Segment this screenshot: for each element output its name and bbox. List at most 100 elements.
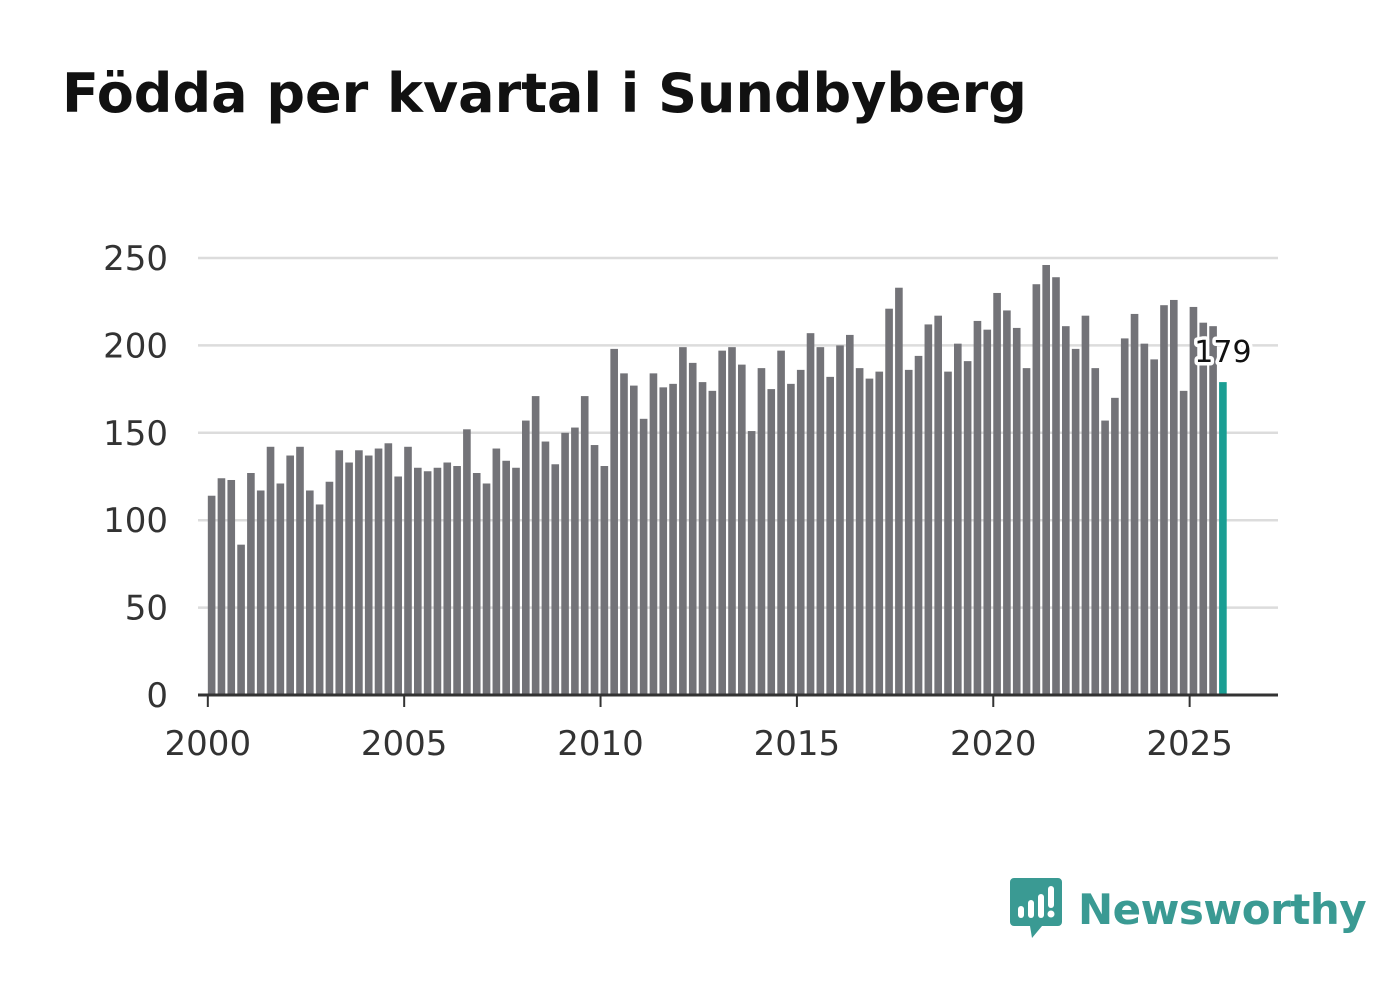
bar — [885, 308, 893, 695]
bar — [649, 373, 658, 695]
bar — [679, 347, 687, 695]
bar — [1120, 338, 1129, 695]
bar — [492, 448, 501, 695]
y-tick-label-0: 0 — [146, 676, 168, 716]
bar — [836, 345, 844, 695]
bar — [934, 315, 942, 695]
bar — [983, 329, 992, 695]
bar — [806, 333, 815, 695]
bar — [1179, 390, 1188, 695]
bar — [522, 420, 530, 695]
bar — [227, 479, 236, 695]
bars — [207, 264, 1227, 695]
bar — [423, 471, 432, 695]
y-tick-label-100: 100 — [103, 501, 168, 541]
bar — [816, 347, 825, 695]
bar — [1042, 264, 1050, 695]
bar — [1101, 420, 1109, 695]
bar — [620, 373, 628, 695]
bar — [561, 432, 569, 695]
bar — [846, 334, 854, 695]
bar — [865, 378, 874, 695]
bar — [531, 396, 540, 695]
bar — [355, 450, 363, 695]
bar — [718, 350, 726, 695]
bar — [875, 371, 884, 695]
bar — [374, 448, 383, 695]
bar — [1032, 284, 1041, 695]
y-tick-label-200: 200 — [103, 326, 168, 366]
bar — [1189, 306, 1198, 695]
bar — [738, 364, 746, 695]
bar — [512, 467, 520, 695]
bar — [1140, 343, 1149, 695]
bar — [639, 418, 648, 695]
labels: 0 50 100 150 200 250 2000 2005 2010 2015 2020 2025 1… — [103, 239, 1255, 764]
bar — [315, 504, 324, 695]
bar — [1150, 359, 1158, 695]
chart-title: Födda per kvartal i Sundbyberg — [62, 62, 1027, 125]
bar — [384, 443, 393, 695]
bar — [217, 478, 226, 695]
bar — [551, 464, 560, 695]
y-tick-label-250: 250 — [103, 239, 168, 279]
x-tick-label-2015: 2015 — [754, 724, 841, 764]
bar — [414, 467, 422, 695]
bar — [325, 481, 334, 695]
x-tick-label-2010: 2010 — [557, 724, 644, 764]
bar — [924, 324, 933, 695]
bar — [1199, 322, 1208, 695]
bar — [1003, 310, 1011, 695]
bar — [895, 287, 903, 695]
bar — [1012, 327, 1021, 695]
bar — [757, 368, 766, 695]
bar — [826, 376, 834, 695]
bar — [207, 495, 216, 695]
bar — [256, 490, 265, 695]
bar — [904, 369, 913, 695]
bar — [747, 431, 756, 695]
bar — [472, 473, 481, 695]
axes — [198, 693, 1278, 707]
bar — [1081, 315, 1090, 695]
bar — [306, 490, 314, 695]
bar — [345, 462, 353, 695]
bar — [688, 362, 697, 695]
bar — [286, 455, 294, 695]
bar — [708, 390, 717, 695]
bar — [580, 396, 589, 695]
bar — [433, 467, 442, 695]
bar — [463, 429, 471, 695]
bar — [963, 361, 972, 695]
bar — [541, 441, 550, 695]
bar — [993, 292, 1001, 695]
bar — [502, 460, 510, 695]
bar — [1209, 326, 1217, 695]
x-tick-label-2000: 2000 — [165, 724, 252, 764]
bar — [787, 383, 795, 695]
x-tick-label-2005: 2005 — [361, 724, 448, 764]
bar — [1052, 277, 1060, 695]
bar — [796, 369, 805, 695]
bar — [1160, 305, 1168, 695]
bar — [698, 382, 707, 695]
newsworthy-logo-icon — [1010, 878, 1062, 938]
bar — [453, 466, 461, 695]
y-tick-label-150: 150 — [103, 414, 168, 454]
bar — [1130, 313, 1139, 695]
bar — [1091, 368, 1100, 695]
bar — [571, 427, 579, 695]
bar — [610, 348, 618, 695]
bar-highlight — [1219, 382, 1227, 695]
bar — [659, 387, 668, 695]
bar — [728, 347, 736, 695]
bar — [266, 446, 275, 695]
bar — [394, 476, 402, 695]
bar — [404, 446, 412, 695]
brand-logo: Newsworthy — [1010, 878, 1367, 940]
bar — [600, 466, 609, 695]
bar — [855, 368, 864, 695]
bar — [1170, 299, 1178, 695]
bar — [777, 350, 785, 695]
bar — [1062, 326, 1070, 695]
